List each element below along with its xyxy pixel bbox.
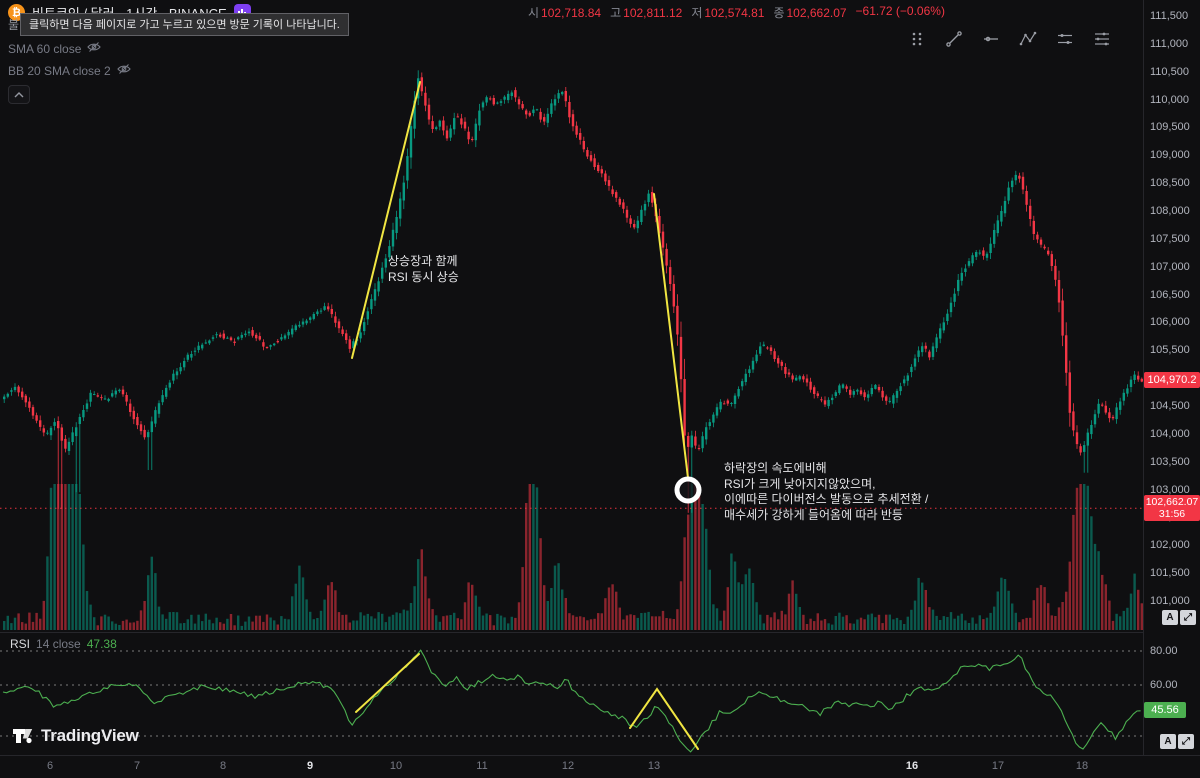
rsi-tick-label: 80.00 — [1150, 645, 1178, 657]
price-tick-label: 109,500 — [1150, 121, 1190, 134]
bar-countdown: 31:56 — [1158, 508, 1186, 521]
bars-pattern-icon[interactable] — [1090, 27, 1114, 51]
auto-scale-button[interactable]: A — [1162, 610, 1178, 625]
indicator-label: SMA 60 close — [8, 41, 82, 56]
price-tick-label: 107,000 — [1150, 260, 1190, 273]
trend-line-icon[interactable] — [942, 27, 966, 51]
price-tick-label: 102,000 — [1150, 539, 1190, 552]
price-tick-label: 101,000 — [1150, 594, 1190, 607]
price-tick-label: 104,500 — [1150, 399, 1190, 412]
drawing-toolbar — [905, 27, 1114, 51]
maximize-pane-button[interactable]: ⤢ — [1178, 734, 1194, 749]
time-tick-label: 10 — [389, 760, 403, 772]
price-tick-label: 111,500 — [1150, 10, 1189, 22]
auto-scale-button[interactable]: A — [1160, 734, 1176, 749]
low-value: 102,574.81 — [704, 6, 765, 20]
indicator-row-bb[interactable]: BB 20 SMA close 2 — [8, 63, 131, 78]
price-tick-label: 111,000 — [1150, 37, 1189, 50]
eye-off-icon[interactable] — [87, 41, 102, 56]
price-tick-label: 108,500 — [1150, 177, 1190, 190]
time-tick-label: 6 — [46, 760, 54, 772]
rsi-params: 14 close — [36, 637, 81, 651]
time-tick-label: 9 — [306, 760, 314, 772]
rsi-tick-label: 60.00 — [1150, 679, 1178, 691]
partial-indicator-label[interactable]: 불 — [8, 18, 20, 32]
price-tick-label: 110,500 — [1150, 65, 1189, 78]
pane-separator[interactable] — [0, 632, 1143, 633]
price-tick-label: 104,000 — [1150, 427, 1190, 440]
price-tick-label: 106,500 — [1150, 288, 1190, 301]
price-axis-separator — [1143, 0, 1144, 755]
eye-off-icon[interactable] — [117, 63, 131, 78]
price-tick-label: 106,000 — [1150, 316, 1190, 329]
countdown-price-label: 102,662.07 31:56 — [1144, 495, 1200, 522]
rsi-pane-scale-buttons: A ⤢ — [1160, 734, 1194, 749]
drawing-text-annotation: 하락장의 속도에비해 RSI가 크게 낮아지지않았으며, 이에따른 다이버전스 발동… — [724, 461, 929, 522]
price-pane-scale-buttons: A ⤢ — [1162, 610, 1196, 625]
tradingview-logo-mark — [13, 729, 33, 744]
time-tick-label: 18 — [1075, 760, 1089, 772]
time-tick-label: 12 — [561, 760, 575, 772]
high-label: 고 — [610, 6, 622, 20]
time-tick-label: 16 — [905, 760, 919, 772]
close-label: 종 — [773, 6, 785, 20]
drawing-text-annotation: 상승장과 함께 RSI 동시 상승 — [388, 254, 459, 284]
indicator-label: BB 20 SMA close 2 — [8, 63, 111, 78]
last-price-label: 104,970.2 — [1144, 371, 1200, 388]
time-axis-separator — [0, 755, 1200, 756]
open-label: 시 — [528, 6, 540, 20]
price-axis[interactable]: 111,500 111,000 110,500 110,000 109,500 109,0… — [1144, 0, 1200, 755]
collapse-indicators-button[interactable] — [8, 85, 30, 104]
change-value: −61.72 (−0.06%) — [855, 4, 945, 18]
maximize-pane-button[interactable]: ⤢ — [1180, 610, 1196, 625]
rsi-value-label: 45.56 — [1144, 701, 1186, 718]
time-axis[interactable]: 6 7 8 9 10 11 12 13 16 17 18 — [0, 755, 1200, 778]
rsi-title: RSI — [10, 637, 31, 651]
indicator-row-sma[interactable]: SMA 60 close — [8, 41, 102, 56]
price-tick-label: 103,500 — [1150, 455, 1190, 468]
time-tick-label: 13 — [647, 760, 661, 772]
time-tick-label: 8 — [219, 760, 227, 772]
tradingview-logo[interactable]: TradingView — [12, 726, 139, 746]
time-tick-label: 7 — [133, 760, 141, 772]
low-label: 저 — [691, 6, 703, 20]
price-tick-label: 101,500 — [1150, 567, 1190, 579]
open-value: 102,718.84 — [541, 6, 602, 20]
price-tick-label: 103,000 — [1150, 483, 1190, 496]
zigzag-pattern-icon[interactable] — [1016, 27, 1040, 51]
price-tick-label: 110,000 — [1150, 93, 1189, 106]
rsi-hover-value: 47.38 — [86, 637, 117, 651]
ohlc-readout: 시 102,718.84 고 102,811.12 저 102,574.81 종 102… — [528, 4, 945, 21]
time-tick-label: 17 — [991, 760, 1005, 772]
forecast-icon[interactable] — [1053, 27, 1077, 51]
drag-handle-icon[interactable] — [905, 27, 929, 51]
horizontal-ray-icon[interactable] — [979, 27, 1003, 51]
tradingview-wordmark: TradingView — [41, 726, 139, 745]
time-tick-label: 11 — [476, 760, 488, 772]
price-tick-label: 109,000 — [1150, 149, 1190, 162]
price-tick-label: 105,500 — [1150, 344, 1190, 357]
price-tick-label: 108,000 — [1150, 205, 1190, 217]
high-value: 102,811.12 — [623, 6, 683, 20]
price-tick-label: 107,500 — [1150, 232, 1190, 245]
rsi-indicator-header[interactable]: RSI 14 close 47.38 — [10, 637, 117, 651]
close-value: 102,662.07 — [786, 6, 847, 20]
browser-tooltip: 클릭하면 다음 페이지로 가고 누르고 있으면 방문 기록이 나타납니다. — [20, 13, 349, 36]
